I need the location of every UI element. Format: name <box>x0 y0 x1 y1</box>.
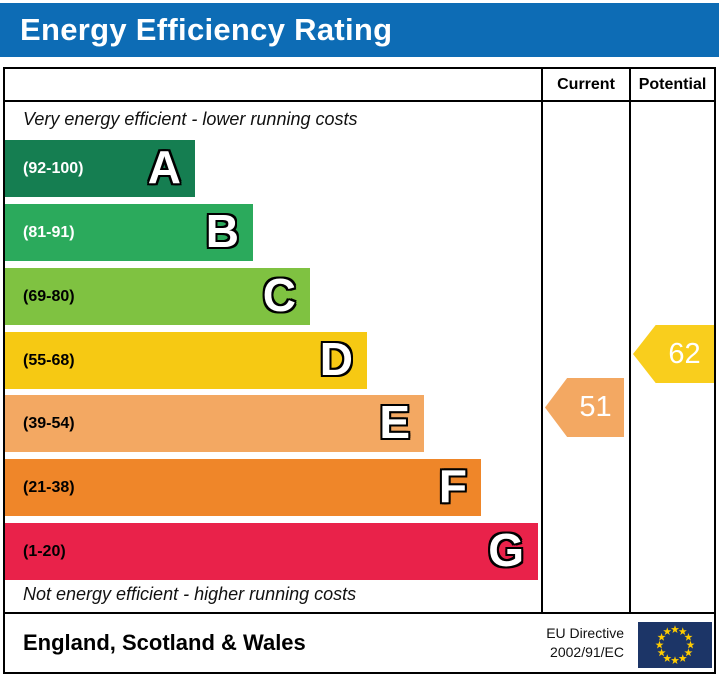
eu-directive-line1: EU Directive <box>546 625 624 642</box>
column-header-current: Current <box>557 75 615 93</box>
band-e-letter: E <box>378 396 411 449</box>
footer: England, Scotland & Wales EU Directive 2… <box>5 614 714 672</box>
footer-divider <box>5 612 714 614</box>
band-f-range: (21-38) <box>23 478 75 496</box>
band-c-range: (69-80) <box>23 287 75 305</box>
potential-column-divider <box>629 69 631 614</box>
band-g: (1-20) G <box>5 523 538 580</box>
eu-directive-line2: 2002/91/EC <box>550 644 624 660</box>
band-d-range: (55-68) <box>23 351 75 369</box>
band-g-letter: G <box>487 524 525 577</box>
rating-table: Current Potential Very energy efficient … <box>3 67 716 674</box>
header-row-divider <box>5 100 714 102</box>
band-d: (55-68) D <box>5 332 367 389</box>
column-header-potential: Potential <box>638 75 707 93</box>
band-g-range: (1-20) <box>23 542 66 560</box>
page-title: Energy Efficiency Rating <box>20 12 393 47</box>
band-b: (81-91) B <box>5 204 253 261</box>
band-c-letter: C <box>262 269 298 322</box>
band-d-letter: D <box>319 333 355 386</box>
potential-rating-arrow: 62 <box>633 325 714 383</box>
band-a: (92-100) A <box>5 140 195 197</box>
top-note: Very energy efficient - lower running co… <box>23 109 358 129</box>
current-column-divider <box>541 69 543 614</box>
eu-flag-icon <box>638 622 712 668</box>
band-b-letter: B <box>205 205 241 258</box>
band-a-range: (92-100) <box>23 159 84 177</box>
title-bar: Energy Efficiency Rating <box>0 3 719 57</box>
band-e: (39-54) E <box>5 395 424 452</box>
band-f-letter: F <box>438 460 469 513</box>
eu-directive-label: EU Directive 2002/91/EC <box>546 624 624 662</box>
bottom-note: Not energy efficient - higher running co… <box>23 584 357 604</box>
potential-rating-value: 62 <box>668 337 701 370</box>
current-rating-value: 51 <box>579 391 612 423</box>
region-label: England, Scotland & Wales <box>23 630 306 655</box>
band-a-letter: A <box>147 141 183 194</box>
band-f: (21-38) F <box>5 459 481 516</box>
band-e-range: (39-54) <box>23 414 75 432</box>
band-c: (69-80) C <box>5 268 310 325</box>
current-rating-arrow: 51 <box>545 378 624 437</box>
band-b-range: (81-91) <box>23 223 75 241</box>
